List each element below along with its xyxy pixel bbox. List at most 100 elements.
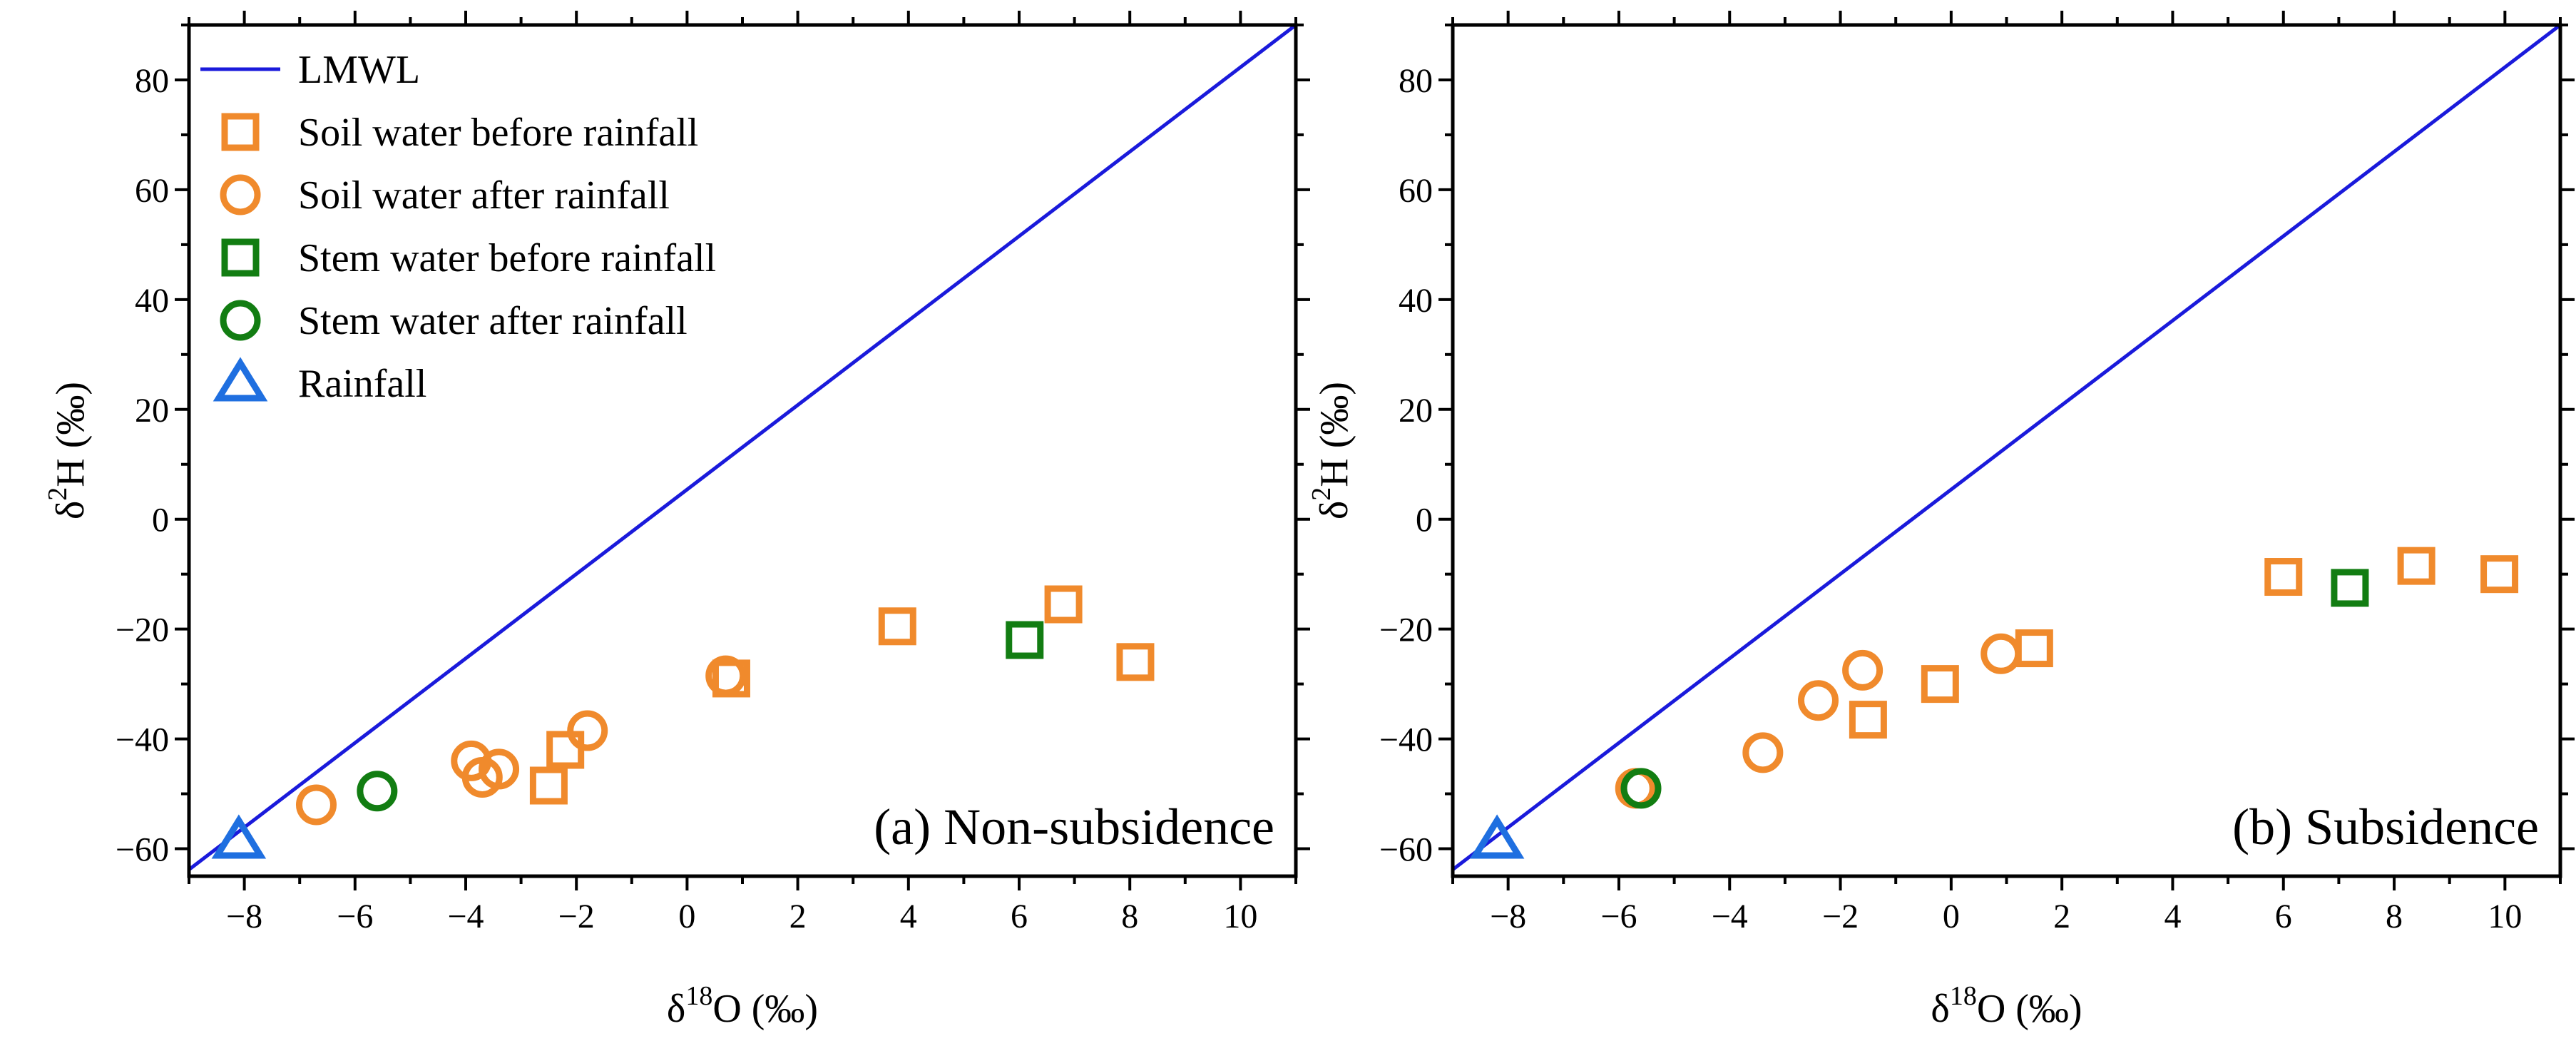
y-tick-label: −40 [116, 721, 169, 759]
data-point [357, 771, 398, 812]
legend-label: LMWL [298, 48, 420, 92]
data-point [2264, 558, 2303, 596]
plot-area [1453, 25, 2560, 871]
y-tick-label: 80 [1399, 62, 1433, 100]
data-point [878, 607, 916, 646]
data-point [1980, 633, 2022, 674]
y-axis-title-sup: 2 [1307, 487, 1336, 501]
x-tick-label: −4 [447, 898, 484, 935]
y-tick-label: −40 [1379, 721, 1433, 759]
y-axis-title-rest: H (‰) [48, 382, 93, 487]
x-tick-label: 6 [2275, 898, 2292, 935]
legend-item: Soil water after rainfall [220, 173, 670, 218]
data-point [1849, 701, 1887, 739]
y-axis-title: δ2H (‰) [43, 382, 93, 519]
y-tick-label: 60 [1399, 172, 1433, 210]
legend-label: Rainfall [298, 362, 426, 406]
legend-item: LMWL [200, 48, 420, 92]
y-axis-title: δ2H (‰) [1307, 382, 1356, 519]
data-point [1797, 680, 1839, 721]
x-tick-label: 0 [678, 898, 695, 935]
data-point [2015, 629, 2053, 668]
x-tick-label: 10 [1223, 898, 1257, 935]
legend-marker [220, 174, 261, 215]
x-tick-label: 4 [2164, 898, 2181, 935]
panel-label: (a) Non-subsidence [874, 798, 1274, 855]
x-axis-title-sup: 18 [685, 981, 712, 1011]
legend-marker [213, 357, 268, 402]
data-point [567, 710, 608, 751]
x-axis-title: δ18O (‰) [1931, 981, 2082, 1031]
y-tick-label: 0 [1416, 502, 1433, 539]
x-tick-label: −4 [1712, 898, 1748, 935]
legend-marker [220, 300, 261, 341]
x-axis-title-sup: 18 [1950, 981, 1977, 1011]
y-tick-label: 40 [135, 282, 169, 320]
data-point [2397, 547, 2436, 585]
y-tick-label: −60 [116, 831, 169, 869]
y-tick-label: 80 [135, 62, 169, 100]
x-tick-label: 2 [789, 898, 807, 935]
legend-label: Soil water before rainfall [298, 111, 698, 155]
data-point [1044, 585, 1083, 624]
panel-label: (b) Subsidence [2232, 798, 2539, 855]
data-point [1921, 665, 1959, 704]
x-tick-label: 2 [2053, 898, 2070, 935]
data-point [705, 655, 747, 696]
data-point [295, 784, 337, 826]
y-axis-title-base: δ [48, 501, 93, 519]
x-tick-label: 10 [2488, 898, 2522, 935]
x-tick-label: 8 [2386, 898, 2403, 935]
legend-label: Stem water before rainfall [298, 236, 716, 280]
x-tick-label: 0 [1943, 898, 1960, 935]
legend-marker [221, 238, 260, 277]
y-tick-label: −60 [1379, 831, 1433, 869]
y-tick-label: 40 [1399, 282, 1433, 320]
plot-area [189, 25, 1296, 871]
y-tick-label: −20 [1379, 611, 1433, 649]
x-tick-label: −2 [558, 898, 595, 935]
y-tick-label: 60 [135, 172, 169, 210]
x-tick-label: −8 [1490, 898, 1526, 935]
data-point [1742, 732, 1784, 773]
y-axis-title-base: δ [1312, 501, 1356, 519]
lmwl-line [189, 25, 1296, 871]
data-point [1620, 768, 1662, 809]
lmwl-line [1453, 25, 2560, 871]
x-tick-label: −8 [226, 898, 262, 935]
data-point [2331, 569, 2369, 607]
x-axis-title-base: δ [1931, 987, 1949, 1031]
x-tick-label: 6 [1011, 898, 1028, 935]
y-tick-label: −20 [116, 611, 169, 649]
data-point [529, 766, 568, 805]
plot-frame [187, 23, 1298, 878]
legend-label: Stem water after rainfall [298, 299, 688, 343]
y-tick-label: 20 [135, 392, 169, 430]
data-point [1469, 814, 1525, 859]
data-point [1006, 621, 1044, 659]
legend-item: Soil water before rainfall [221, 111, 698, 155]
x-tick-label: 4 [900, 898, 917, 935]
x-axis-title: δ18O (‰) [667, 981, 818, 1031]
x-axis-title-base: δ [667, 987, 685, 1031]
legend-marker [221, 113, 260, 151]
x-tick-label: −2 [1822, 898, 1859, 935]
legend-item: Rainfall [213, 357, 426, 406]
x-axis-title-rest: O (‰) [1977, 987, 2082, 1031]
legend-item: Stem water after rainfall [220, 299, 688, 343]
legend-label: Soil water after rainfall [298, 173, 670, 218]
x-tick-label: 8 [1121, 898, 1138, 935]
y-tick-label: 0 [152, 502, 169, 539]
y-axis-title-sup: 2 [43, 487, 73, 501]
plot-frame [1451, 23, 2562, 878]
x-axis-title-rest: O (‰) [712, 987, 818, 1031]
y-axis-title-rest: H (‰) [1312, 382, 1356, 487]
data-point [211, 814, 267, 859]
legend-item: Stem water before rainfall [221, 236, 716, 280]
data-point [479, 748, 520, 790]
data-point [1842, 649, 1884, 691]
data-point [2480, 555, 2519, 594]
